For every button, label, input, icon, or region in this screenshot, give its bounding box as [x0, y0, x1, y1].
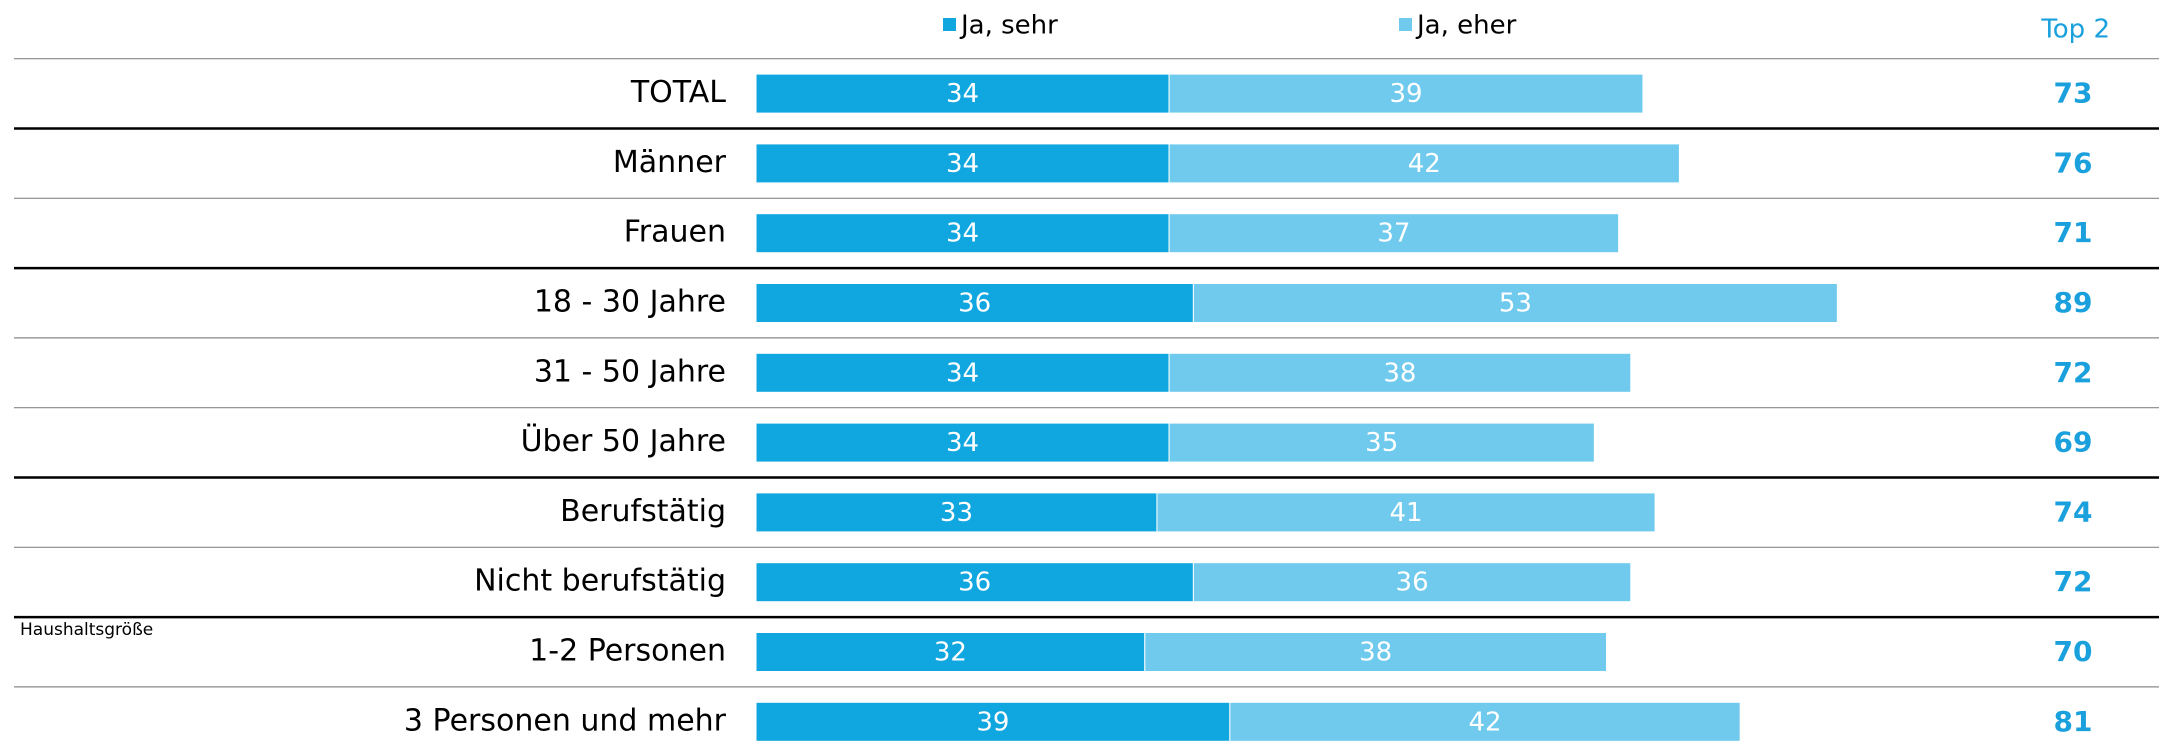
bar-value-label: 34 [946, 358, 979, 388]
bar-segment [755, 352, 1170, 393]
category-label: 1-2 Personen [529, 634, 726, 669]
bar-segment [755, 701, 1231, 742]
category-label: Nicht berufstätig [474, 564, 726, 599]
bar-value-label: 53 [1499, 289, 1532, 319]
bar-segment [1168, 143, 1680, 184]
bar-value-label: 36 [958, 289, 991, 319]
legend-label: Ja, sehr [959, 11, 1058, 41]
bar-value-label: 36 [1396, 568, 1429, 598]
bar-segment [755, 422, 1170, 463]
bar-value-label: 34 [946, 79, 979, 109]
bar-value-label: 32 [934, 638, 967, 668]
bar-segment [1192, 283, 1838, 323]
total-label: 89 [2054, 286, 2093, 319]
bar-value-label: 33 [940, 498, 973, 528]
bar-value-label: 37 [1377, 219, 1410, 249]
bar-value-label: 36 [958, 568, 991, 598]
total-label: 81 [2054, 705, 2093, 738]
bar-segment [755, 492, 1158, 533]
category-label: 3 Personen und mehr [404, 703, 727, 738]
bar-value-label: 39 [976, 707, 1009, 737]
legend-swatch [943, 18, 956, 31]
totals-header: Top 2 [2040, 15, 2110, 45]
bar-value-label: 41 [1389, 498, 1422, 528]
bar-segment [1168, 213, 1620, 254]
bar-segment [755, 213, 1170, 254]
bar-segment [1168, 422, 1595, 463]
total-label: 69 [2054, 426, 2093, 459]
legend-label: Ja, eher [1415, 11, 1517, 41]
bar-value-label: 42 [1408, 149, 1441, 179]
total-label: 71 [2054, 216, 2093, 249]
category-label: Frauen [624, 215, 726, 250]
annotation: Haushaltsgröße [20, 620, 153, 640]
total-label: 73 [2054, 77, 2093, 110]
bar-value-label: 42 [1468, 707, 1501, 737]
bar-value-label: 39 [1389, 79, 1422, 109]
bar-value-label: 34 [946, 219, 979, 249]
total-label: 72 [2054, 356, 2093, 389]
category-label: Über 50 Jahre [521, 423, 726, 459]
bar-segment [1229, 701, 1741, 742]
category-label: TOTAL [630, 75, 726, 110]
category-label: 31 - 50 Jahre [534, 354, 726, 389]
total-label: 76 [2054, 146, 2093, 179]
category-label: Männer [613, 145, 727, 180]
bar-segment [1168, 73, 1644, 114]
bar-segment [1192, 562, 1632, 603]
bar-value-label: 38 [1359, 638, 1392, 668]
total-label: 74 [2054, 495, 2093, 528]
category-label: Berufstätig [560, 494, 726, 529]
category-label: 18 - 30 Jahre [534, 285, 726, 320]
bar-segment [755, 632, 1146, 672]
bar-value-label: 35 [1365, 428, 1398, 458]
total-label: 72 [2054, 565, 2093, 598]
bar-segment [755, 143, 1170, 184]
bar-segment [1144, 632, 1608, 672]
bar-value-label: 38 [1383, 358, 1416, 388]
legend-swatch [1399, 18, 1412, 31]
bar-value-label: 34 [946, 428, 979, 458]
bar-value-label: 34 [946, 149, 979, 179]
bar-segment [755, 562, 1194, 603]
bar-segment [1168, 352, 1632, 393]
bar-segment [1156, 492, 1656, 533]
total-label: 70 [2054, 635, 2093, 668]
